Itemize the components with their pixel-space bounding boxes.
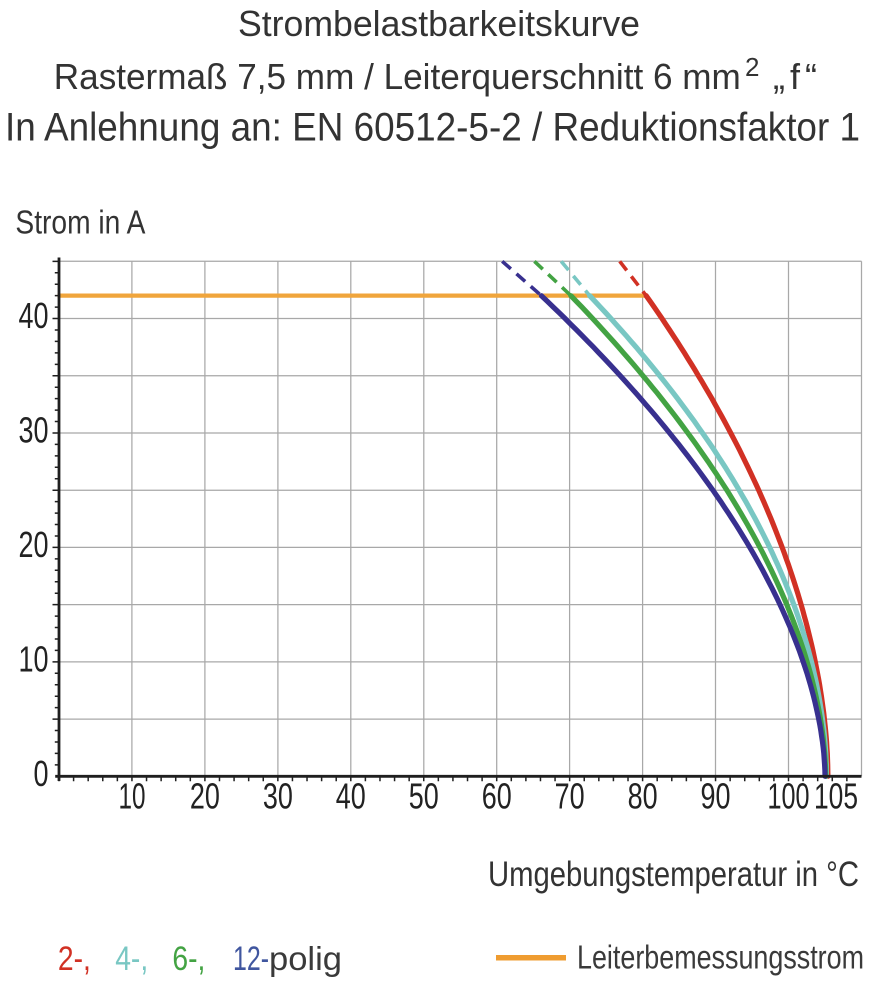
svg-text:2-,: 2-, (58, 940, 91, 978)
svg-text:4-,: 4-, (115, 940, 148, 978)
svg-text:Umgebungstemperatur in °C: Umgebungstemperatur in °C (488, 855, 859, 894)
svg-text:6-,: 6-, (172, 940, 205, 978)
svg-text:Strom in A: Strom in A (15, 203, 145, 240)
svg-text:30: 30 (263, 776, 293, 817)
svg-text:50: 50 (409, 776, 439, 817)
svg-text:90: 90 (701, 776, 731, 817)
svg-text:80: 80 (628, 776, 658, 817)
svg-text:Strombelastbarkeitskurve: Strombelastbarkeitskurve (238, 3, 640, 44)
svg-text:12-: 12- (233, 940, 269, 978)
svg-text:0: 0 (34, 753, 49, 794)
svg-text:20: 20 (19, 524, 49, 565)
svg-text:40: 40 (19, 295, 49, 336)
svg-text:70: 70 (555, 776, 585, 817)
svg-text:30: 30 (19, 410, 49, 451)
svg-text:10: 10 (19, 638, 49, 679)
svg-text:Rastermaß 7,5 mm / Leiterquers: Rastermaß 7,5 mm / Leiterquerschnitt 6 m… (54, 56, 741, 97)
svg-text:105: 105 (814, 776, 858, 817)
svg-text:In Anlehnung an: EN 60512-5-2: In Anlehnung an: EN 60512-5-2 / Reduktio… (5, 105, 860, 149)
svg-text:2: 2 (745, 52, 759, 82)
svg-text:polig: polig (269, 940, 342, 977)
svg-text:20: 20 (190, 776, 220, 817)
svg-text:40: 40 (336, 776, 366, 817)
svg-text:100: 100 (768, 776, 810, 817)
svg-text:„f“: „f“ (773, 56, 822, 97)
svg-text:Leiterbemessungsstrom: Leiterbemessungsstrom (577, 939, 864, 976)
svg-text:60: 60 (482, 776, 512, 817)
svg-text:10: 10 (118, 776, 145, 817)
